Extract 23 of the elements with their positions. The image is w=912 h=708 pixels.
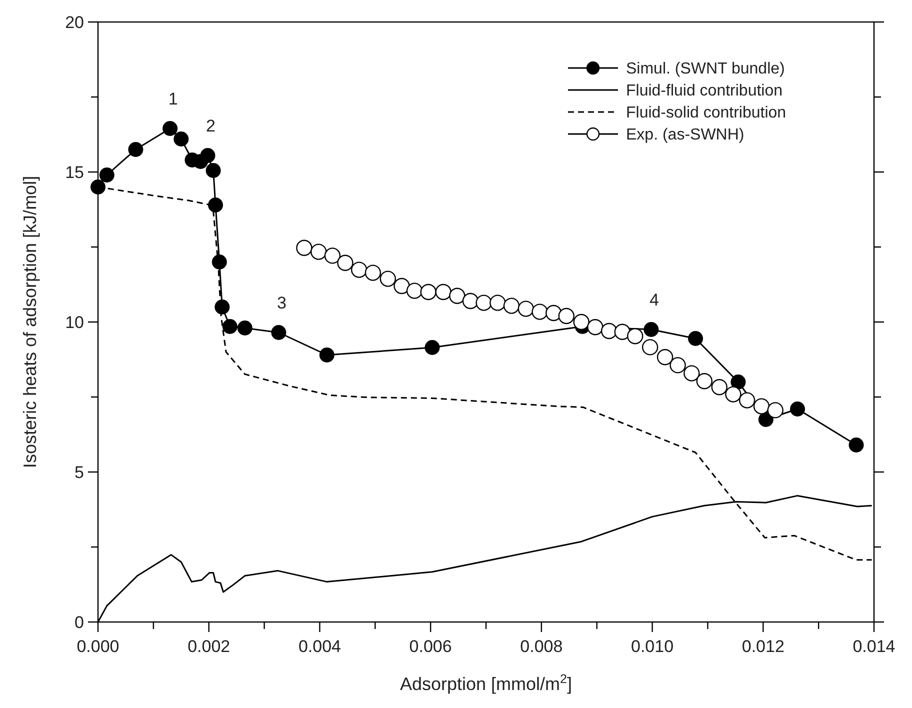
y-tick-label: 0 [74, 612, 84, 632]
legend-label: Fluid-solid contribution [626, 104, 786, 122]
legend-label: Fluid-fluid contribution [626, 82, 783, 100]
annotation: 1 [168, 89, 178, 108]
x-tick-label: 0.012 [742, 637, 784, 656]
x-tick-label: 0.002 [188, 637, 230, 656]
annotation: 3 [276, 293, 286, 312]
y-tick-label: 10 [65, 312, 84, 332]
annotation: 4 [649, 290, 659, 310]
y-tick-label: 20 [65, 12, 84, 32]
y-axis-title: Isosteric heats of adsorption [kJ/mol] [20, 176, 40, 468]
annotation: 2 [206, 116, 216, 136]
legend-label: Simul. (SWNT bundle) [626, 60, 785, 78]
x-tick-label: 0.010 [631, 637, 674, 656]
x-tick-label: 0.014 [852, 637, 896, 656]
legend-label: Exp. (as-SWNH) [626, 126, 744, 144]
y-tick-label: 15 [65, 162, 84, 182]
x-tick-label: 0.004 [298, 637, 341, 656]
x-axis-title: Adsorption [mmol/m$^{2}$] [400, 672, 572, 694]
x-tick-label: 0.006 [409, 637, 452, 656]
x-tick-label: 0.000 [76, 637, 120, 656]
x-tick-label: 0.008 [520, 637, 563, 656]
y-tick-label: 5 [74, 462, 84, 482]
